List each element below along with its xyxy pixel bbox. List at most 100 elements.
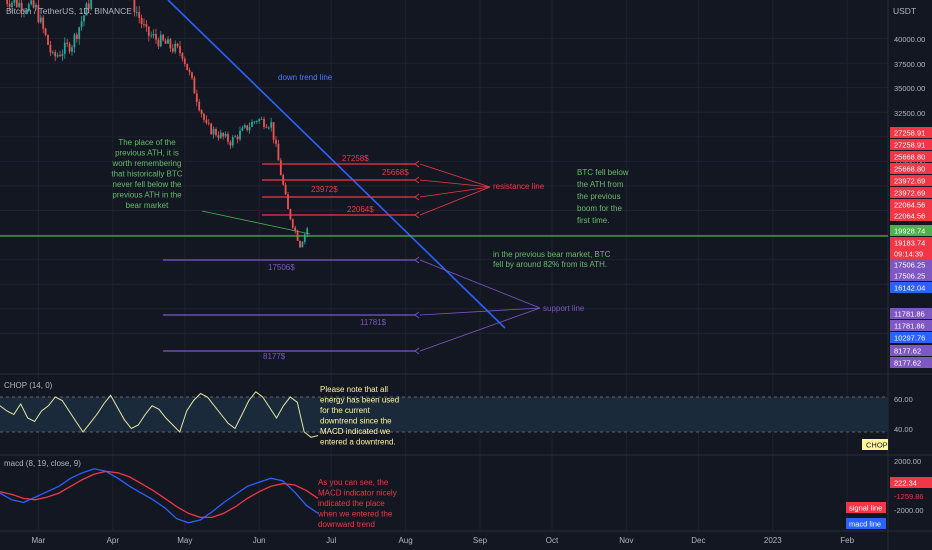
price-tick: 32500.00 — [894, 109, 925, 118]
candle-body — [267, 127, 270, 129]
price-tick: 35000.00 — [894, 84, 925, 93]
candle-body — [203, 113, 205, 120]
candle-body — [183, 58, 186, 64]
price-tag: 8177.62 — [894, 347, 921, 356]
price-tag: 17506.25 — [894, 261, 925, 270]
candle-body — [301, 241, 304, 248]
candle-body — [169, 39, 172, 49]
candle-body — [155, 34, 157, 40]
chop-band — [0, 397, 888, 432]
time-axis[interactable]: Mar Apr May Jun Jul Aug Sep Oct Nov Dec 2023 Feb — [0, 530, 932, 545]
resistance-level-label: 25668$ — [382, 168, 409, 177]
support-level-label: 11781$ — [360, 318, 387, 327]
candle-body — [251, 121, 253, 127]
month-tick: Feb — [840, 536, 854, 545]
price-tag: 27258.91 — [894, 141, 925, 150]
price-tag-bg — [890, 237, 932, 248]
price-tag-bg — [890, 199, 932, 210]
macd-note-line: MACD indicator nicely — [318, 489, 397, 498]
candle-body — [236, 136, 239, 140]
candle-body — [164, 40, 167, 44]
candle-body — [284, 184, 287, 195]
candle-body — [159, 34, 162, 47]
candle-body — [56, 55, 59, 57]
candle-body — [234, 136, 237, 138]
btc-fell-note-line: first time. — [577, 216, 609, 225]
candle-body — [32, 0, 35, 8]
chop-tick: 60.00 — [894, 395, 913, 404]
macd-line — [0, 468, 319, 524]
price-tag: 25668.80 — [894, 165, 925, 174]
candle-body — [272, 122, 275, 140]
candle-body — [176, 43, 179, 47]
price-tag: 23972.69 — [894, 177, 925, 186]
candle-body — [143, 23, 145, 25]
candle-body — [212, 129, 215, 135]
candle-body — [80, 21, 83, 28]
candle-body — [217, 135, 220, 138]
price-tag-bg — [890, 151, 932, 162]
price-tag: 19928.74 — [894, 227, 925, 236]
price-tag-bg — [890, 259, 932, 270]
support-pointer — [419, 307, 541, 316]
candle-body — [135, 11, 138, 13]
price-tag: 23972.69 — [894, 189, 925, 198]
resistance-pointer — [419, 186, 491, 198]
price-tag: 25668.80 — [894, 153, 925, 162]
resistance-arrow — [414, 160, 420, 168]
support-line-label: support line — [543, 304, 585, 313]
candle-body — [263, 118, 265, 127]
btc-fell-note-line: BTC fell below — [577, 168, 629, 177]
candle-body — [205, 119, 208, 123]
chop-badge-bg — [862, 439, 888, 450]
candle-body — [207, 122, 210, 124]
main-pane: down trend line 27258$ 25668$ 23972$ 22064$ 1… — [0, 0, 888, 361]
candle-body — [303, 234, 306, 242]
price-tag: 11781.86 — [894, 310, 925, 319]
chop-title: CHOP (14, 0) — [4, 381, 53, 390]
candle-body — [195, 93, 198, 102]
price-axis[interactable]: 40000.00 37500.00 35000.00 32500.00 27500.00… — [846, 35, 932, 529]
candle-body — [66, 42, 69, 44]
bear-market-note-line: in the previous bear market, BTC — [493, 250, 611, 259]
support-arrow — [414, 256, 420, 264]
candle-body — [287, 194, 289, 210]
resistance-arrow — [414, 211, 420, 219]
price-tag-bg — [890, 248, 932, 259]
ath-pointer — [201, 210, 311, 235]
candle-body — [215, 129, 217, 136]
candle-body — [243, 125, 246, 128]
ath-note-line: bear market — [126, 201, 169, 210]
resistance-level-label: 27258$ — [342, 154, 369, 163]
ath-note-line: that historically BTC — [111, 170, 182, 179]
chop-note-line: Please note that all — [320, 385, 388, 394]
macd-note-line: indicated the place — [318, 499, 385, 508]
support-level-label: 17506$ — [268, 263, 295, 272]
candle-body — [90, 0, 93, 9]
btc-fell-note-line: the previous — [577, 192, 621, 201]
macd-value-bg — [890, 477, 932, 488]
symbol-title[interactable]: Bitcoin / TetherUS, 1D, BINANCE — [6, 6, 132, 16]
resistance-pointer — [419, 163, 491, 188]
macd-note-line: downward trend — [318, 520, 375, 529]
price-tag-bg — [890, 210, 932, 221]
candle-body — [191, 72, 193, 78]
candle-body — [227, 134, 229, 142]
candle-body — [167, 39, 169, 44]
ath-note-line: never fell below the — [113, 180, 182, 189]
price-tag-bg — [890, 187, 932, 198]
resistance-level-label: 22064$ — [347, 205, 374, 214]
candle-body — [27, 4, 30, 11]
macd-note-line: As you can see, the — [318, 478, 389, 487]
candle-body — [35, 4, 37, 8]
resistance-arrow — [414, 176, 420, 184]
price-tag: 19183.74 — [894, 239, 925, 248]
candle-body — [270, 122, 273, 128]
chop-badge: CHOP — [866, 441, 888, 450]
resistance-pointer — [419, 179, 491, 188]
candle-body — [87, 3, 90, 9]
signal-legend-bg — [846, 502, 886, 513]
candle-body — [258, 119, 261, 122]
